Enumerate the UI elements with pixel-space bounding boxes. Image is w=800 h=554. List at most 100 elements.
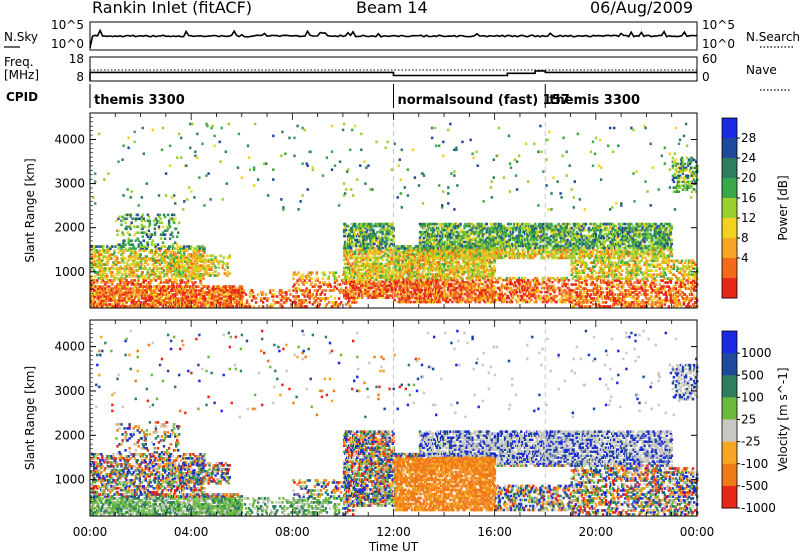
power-cell [304,305,306,308]
power-cell [120,224,122,227]
power-cell [180,268,182,271]
power-cell [144,220,146,223]
power-data-cells [90,123,698,308]
power-cell [257,293,259,296]
power-cell [130,214,132,217]
power-cell [347,225,349,228]
power-cell [167,214,169,217]
power-cell [294,301,296,304]
power-cell [141,243,143,246]
power-cell [142,214,144,217]
power-cell [253,305,255,308]
power-cell [303,299,305,302]
power-cell [163,265,165,268]
power-cell [345,275,347,278]
power-cell [224,303,226,306]
power-cell [394,299,396,302]
power-cell [344,223,346,226]
power-cell [283,301,285,304]
power-cell [124,243,126,246]
power-cell [217,301,219,304]
power-cell [145,297,147,300]
power-cell [171,214,173,217]
power-cell [190,262,192,265]
power-cell [141,263,143,266]
power-cell [232,305,234,308]
power-cell [292,295,294,298]
power-cell [214,266,216,269]
power-cell [146,259,148,262]
power-cell [148,216,150,219]
power-cell [146,255,148,258]
power-cell [128,239,130,242]
power-cell [176,235,178,238]
power-cell [315,283,317,286]
power-cell [393,235,395,238]
power-cell [175,228,177,231]
power-cell [106,275,108,278]
power-cell [164,216,166,219]
power-cell [137,253,139,256]
power-cell [223,262,225,265]
power-cell [154,243,156,246]
power-cell [336,287,338,290]
power-cell [169,270,171,273]
power-cell [164,233,166,236]
power-cell [203,247,205,250]
power-cell [370,257,372,260]
power-cell [197,305,199,308]
power-cell [293,283,295,286]
power-cell [152,239,154,242]
power-cell [114,277,116,280]
power-cell [309,295,311,298]
power-cell [121,273,123,276]
power-cell [353,276,355,279]
power-cell [255,297,257,300]
power-cell [319,281,321,284]
power-cell [381,259,383,262]
power-cell [337,283,339,286]
power-cell [172,243,174,246]
power-cell [294,305,296,308]
power-cell [162,241,164,244]
power-cell [173,214,175,217]
power-cell [269,289,271,292]
power-cell [370,227,372,230]
power-cell [130,228,132,231]
power-cell [320,297,322,300]
power-cell [349,305,351,308]
power-cell [249,305,251,308]
radar-figure: 10^510^010^510^0188600themis 3300 normals… [0,0,800,554]
power-cell [330,285,332,288]
power-cell [155,273,157,276]
power-cell [195,254,197,257]
power-cell [281,291,283,294]
power-cell [241,291,243,294]
power-cell [138,231,140,234]
power-cell [132,218,134,221]
power-cell [276,295,278,298]
power-cell [335,271,337,274]
power-cell [118,243,120,246]
power-cell [110,253,112,256]
power-cell [345,303,347,306]
power-cell [171,274,173,277]
power-cell [140,253,142,256]
power-cell [147,241,149,244]
power-cell [169,237,171,240]
power-cell [252,291,254,294]
power-cell [314,301,316,304]
power-cell [388,243,390,246]
power-cell [319,303,321,306]
power-cell [241,285,243,288]
power-cell [304,295,306,298]
power-cell [145,267,147,270]
power-cell [166,274,168,277]
power-cell [238,295,240,298]
power-cell [376,231,378,234]
power-cell [195,289,197,292]
power-cell [116,233,118,236]
power-cell [285,291,287,294]
power-cell [328,275,330,278]
power-cell [329,271,331,274]
